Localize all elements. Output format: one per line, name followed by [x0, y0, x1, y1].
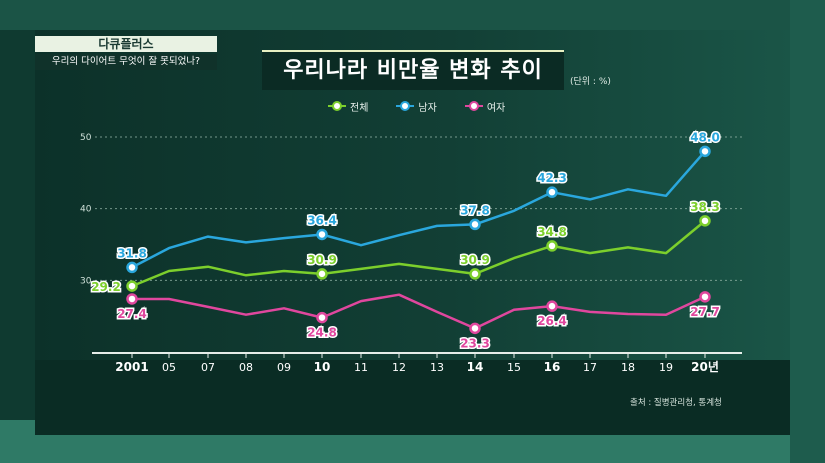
program-caption: 다큐플러스 우리의 다이어트 무엇이 잘 못되었나? — [35, 36, 217, 70]
x-tick-label: 2001 — [115, 360, 148, 374]
x-tick-label: 11 — [354, 361, 368, 374]
data-label-male: 36.4 — [307, 213, 337, 227]
chart-legend: 전체 남자 여자 — [328, 98, 505, 114]
y-tick-label: 40 — [80, 205, 92, 215]
series-line-female — [132, 293, 706, 330]
x-tick-label: 18 — [621, 361, 635, 374]
x-tick-label: 20년 — [691, 360, 719, 374]
data-point-male — [469, 218, 481, 231]
data-point-total — [469, 268, 481, 280]
data-point-male — [699, 145, 711, 158]
data-label-female: 27.4 — [117, 307, 147, 321]
data-point-total — [316, 268, 328, 280]
legend-item-male: 남자 — [396, 99, 437, 114]
data-label-male: 48.0 — [690, 130, 720, 144]
data-label-female: 24.8 — [307, 326, 337, 340]
chart-title: 우리나라 비만율 변화 추이 — [262, 50, 564, 90]
x-tick-label: 15 — [507, 361, 521, 374]
unit-label: (단위 : %) — [570, 77, 611, 87]
x-tick-label: 07 — [201, 361, 215, 374]
data-label-male: 42.3 — [537, 171, 567, 185]
data-label-female: 27.7 — [690, 305, 720, 319]
data-label-female: 23.3 — [460, 336, 490, 350]
x-tick-label: 05 — [162, 361, 176, 374]
data-point-female — [126, 293, 138, 305]
chart-panel-footer — [35, 360, 790, 435]
data-point-female — [546, 300, 558, 312]
x-tick-label: 10 — [314, 360, 331, 374]
y-tick-label: 50 — [80, 133, 92, 143]
data-label-total: 30.9 — [307, 253, 337, 267]
x-tick-label: 19 — [659, 361, 673, 374]
data-label-total: 29.2 — [91, 280, 121, 294]
data-point-male — [546, 186, 558, 198]
x-tick-label: 13 — [430, 361, 444, 374]
x-tick-label: 16 — [544, 360, 561, 374]
data-label-female: 26.4 — [537, 314, 567, 328]
data-label-male: 37.8 — [460, 203, 490, 217]
x-tick-label: 09 — [277, 361, 291, 374]
data-point-female — [699, 291, 711, 303]
legend-label-total: 전체 — [350, 102, 369, 114]
legend-marker-male — [396, 101, 415, 111]
legend-marker-total — [328, 101, 346, 111]
data-point-male — [316, 228, 328, 241]
x-tick-label: 17 — [583, 361, 597, 374]
data-point-male — [126, 261, 138, 274]
series-line-total — [131, 219, 706, 288]
data-label-total: 38.3 — [690, 200, 720, 214]
data-point-female — [316, 311, 328, 324]
legend-item-total: 전체 — [328, 99, 368, 114]
data-point-female — [469, 322, 481, 335]
background-right-strip — [790, 0, 825, 463]
x-tick-label: 12 — [392, 361, 406, 374]
x-tick-label: 08 — [239, 361, 253, 374]
data-label-male: 31.8 — [117, 246, 147, 260]
legend-label-male: 남자 — [418, 102, 437, 114]
data-label-total: 30.9 — [460, 253, 490, 267]
data-point-total — [546, 240, 558, 252]
program-subtitle: 우리의 다이어트 무엇이 잘 못되었나? — [35, 54, 217, 70]
legend-label-female: 여자 — [486, 102, 506, 114]
data-point-total — [126, 280, 138, 292]
source-credit: 출처 : 질병관리청, 통계청 — [630, 398, 722, 408]
x-tick-label: 14 — [467, 360, 484, 374]
legend-marker-female — [464, 101, 483, 111]
y-tick-label: 30 — [80, 276, 92, 286]
series-line-male — [131, 150, 706, 269]
data-point-total — [699, 215, 711, 227]
data-label-total: 34.8 — [537, 225, 567, 239]
program-title: 다큐플러스 — [35, 36, 217, 52]
background-band-top — [0, 0, 825, 30]
legend-item-female: 여자 — [464, 99, 506, 114]
